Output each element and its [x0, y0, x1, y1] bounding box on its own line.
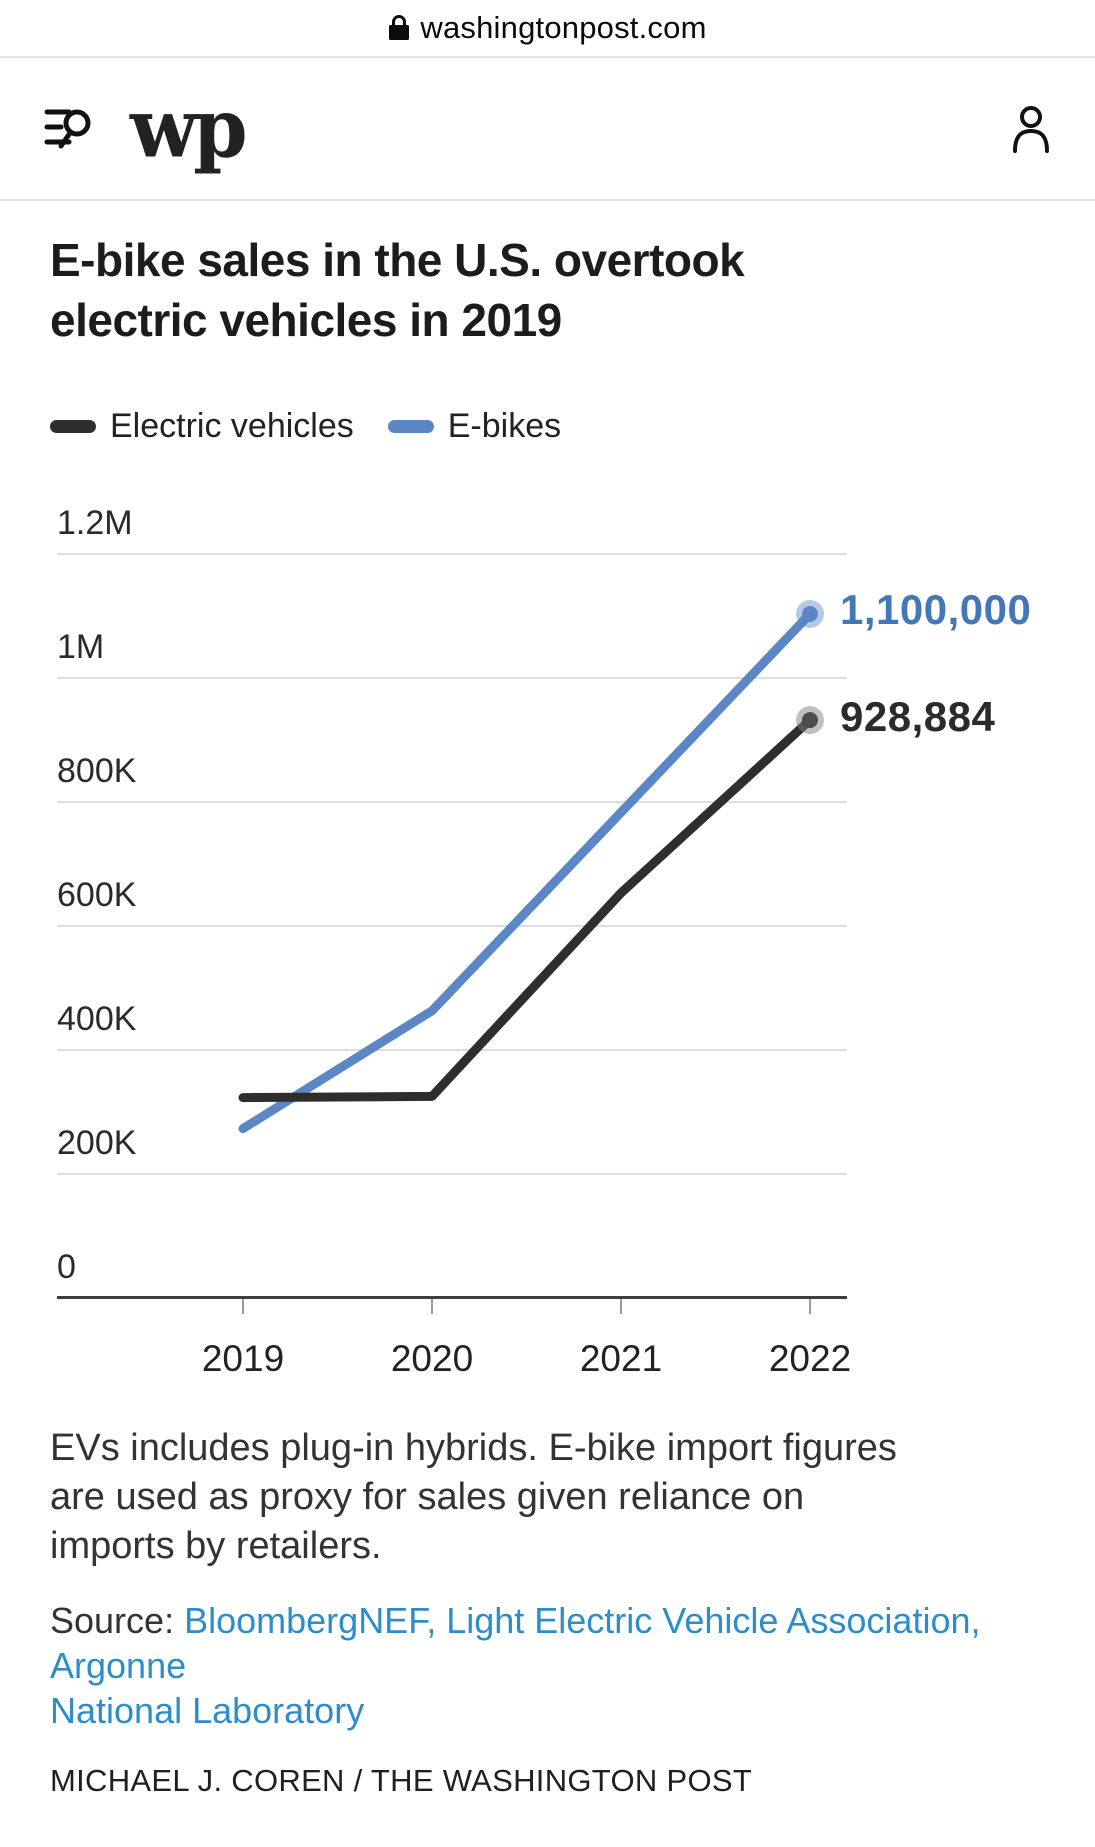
profile-icon: [1011, 105, 1051, 153]
menu-search-icon: [44, 103, 92, 155]
x-axis-line: [57, 1295, 847, 1299]
gridline-1000k: [57, 676, 847, 679]
electric-vehicles-endpoint-dot: [802, 711, 818, 728]
y-axis-label-600k: 600K: [57, 875, 137, 914]
electric-vehicles-line: [238, 715, 815, 1102]
app-header: wp: [0, 58, 1095, 201]
x-axis-label-2021: 2021: [579, 1337, 663, 1379]
gridline-1200k: [57, 552, 847, 555]
page-title: E-bike sales in the U.S. overtook electr…: [50, 234, 745, 346]
chart-lines-svg: [238, 599, 824, 1133]
menu-search-button[interactable]: [44, 103, 92, 155]
x-axis-label-2019: 2019: [201, 1337, 285, 1379]
x-axis-label-2020: 2020: [390, 1337, 474, 1379]
article: E-bike sales in the U.S. overtook electr…: [0, 231, 1095, 1799]
x-tick-2022: [809, 1298, 811, 1314]
y-axis-label-400k: 400K: [57, 999, 137, 1038]
y-axis-label-1000k: 1M: [57, 627, 105, 666]
lock-icon: [388, 14, 410, 42]
chart: 1.2M 1M 800K 600K 400K 200K 0 2019 2020 …: [0, 486, 1095, 1398]
gridline-600k: [57, 924, 847, 927]
legend-label-e-bikes: E-bikes: [447, 406, 562, 445]
profile-button[interactable]: [1011, 105, 1051, 153]
x-tick-2020: [431, 1298, 433, 1314]
chart-note: EVs includes plug-in hybrids. E-bike imp…: [50, 1426, 897, 1568]
byline: MICHAEL J. COREN / THE WASHINGTON POST: [50, 1762, 753, 1798]
legend-label-electric-vehicles: Electric vehicles: [110, 406, 354, 445]
gridline-400k: [57, 1048, 847, 1051]
source-link-line1[interactable]: BloombergNEF, Light Electric Vehicle Ass…: [50, 1599, 981, 1686]
end-value-label-e-bikes: 1,100,000: [840, 585, 1032, 633]
source-prefix: Source:: [50, 1599, 175, 1641]
legend-item-electric-vehicles: Electric vehicles: [50, 407, 354, 446]
chart-legend: Electric vehicles E-bikes: [50, 407, 1045, 446]
source-link-line2[interactable]: National Laboratory: [50, 1689, 365, 1731]
x-tick-2019: [242, 1298, 244, 1314]
browser-url[interactable]: washingtonpost.com: [420, 10, 707, 45]
x-axis-label-2022: 2022: [768, 1337, 852, 1379]
legend-item-e-bikes: E-bikes: [387, 406, 562, 446]
y-axis-label-0: 0: [57, 1247, 76, 1286]
legend-swatch-electric-vehicles: [50, 419, 96, 433]
wp-logo[interactable]: wp: [130, 80, 248, 176]
x-tick-2021: [620, 1298, 622, 1314]
y-axis-label-200k: 200K: [57, 1123, 137, 1162]
y-axis-label-800k: 800K: [57, 751, 137, 790]
e-bikes-endpoint-dot: [802, 605, 818, 622]
legend-swatch-e-bikes: [387, 419, 434, 433]
end-value-label-electric-vehicles: 928,884: [840, 692, 996, 740]
gridline-200k: [57, 1172, 847, 1175]
e-bikes-line: [238, 609, 815, 1133]
y-axis-label-1200k: 1.2M: [57, 503, 133, 542]
browser-status-bar[interactable]: washingtonpost.com: [0, 0, 1095, 58]
source-line: Source: BloombergNEF, Light Electric Veh…: [50, 1598, 1045, 1733]
gridline-800k: [57, 800, 847, 803]
